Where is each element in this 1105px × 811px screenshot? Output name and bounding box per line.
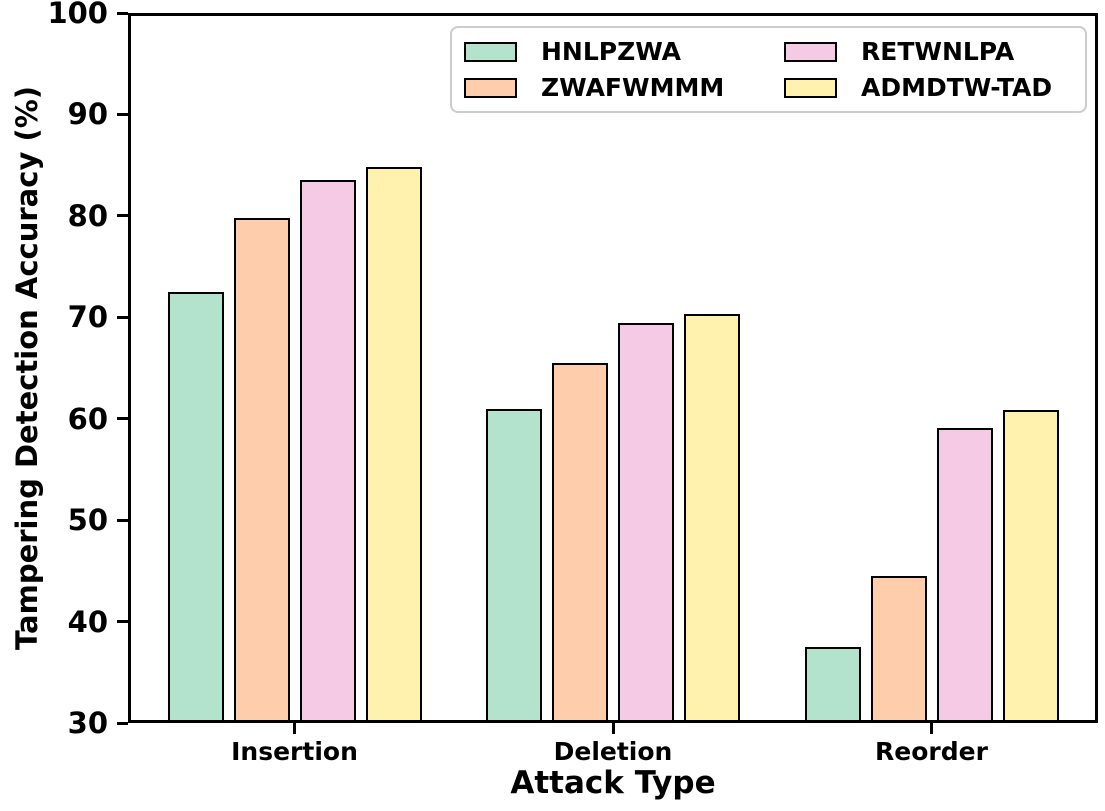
bar-retwnlpa-insertion <box>299 180 356 720</box>
y-tick-label-60: 60 <box>67 401 108 436</box>
legend-item-admdtw-tad: ADMDTW-TAD <box>784 73 1073 102</box>
legend-item-hnlpzwa: HNLPZWA <box>464 37 784 66</box>
legend-swatch-icon <box>784 41 837 62</box>
x-tick-label-deletion: Deletion <box>553 737 673 766</box>
bar-admdtw-tad-reorder <box>1002 410 1059 720</box>
bar-zwafwmmm-reorder <box>870 576 927 720</box>
y-tick-mark-80 <box>117 214 128 218</box>
y-tick-label-100: 100 <box>47 0 108 30</box>
bar-hnlpzwa-reorder <box>804 647 861 720</box>
x-tick-mark-reorder <box>930 723 933 734</box>
legend-item-zwafwmmm: ZWAFWMMM <box>464 73 784 102</box>
legend-item-retwnlpa: RETWNLPA <box>784 37 1073 66</box>
x-tick-mark-deletion <box>611 723 615 734</box>
legend-label: HNLPZWA <box>541 37 682 66</box>
x-tick-label-reorder: Reorder <box>875 737 988 766</box>
y-tick-label-90: 90 <box>67 97 108 132</box>
bar-admdtw-tad-deletion <box>684 314 740 720</box>
x-tick-mark-insertion <box>293 723 296 734</box>
y-tick-label-80: 80 <box>67 198 108 233</box>
y-axis-title: Tampering Detection Accuracy (%) <box>10 85 44 651</box>
legend-swatch-icon <box>464 77 517 98</box>
x-axis-title: Attack Type <box>510 765 716 801</box>
legend-label: ADMDTW-TAD <box>861 73 1053 102</box>
y-tick-mark-60 <box>117 417 128 421</box>
bar-zwafwmmm-insertion <box>233 218 290 720</box>
y-tick-mark-50 <box>117 518 128 522</box>
legend: HNLPZWA RETWNLPA ZWAFWMMM ADMDTW-TAD <box>450 26 1087 113</box>
bar-hnlpzwa-deletion <box>486 409 542 720</box>
legend-swatch-icon <box>784 77 837 98</box>
x-tick-label-insertion: Insertion <box>231 737 358 766</box>
y-tick-mark-70 <box>117 315 128 319</box>
bar-retwnlpa-reorder <box>936 428 993 720</box>
y-tick-label-70: 70 <box>67 300 108 335</box>
y-tick-label-30: 30 <box>67 706 108 740</box>
y-tick-label-50: 50 <box>67 503 108 538</box>
bar-retwnlpa-deletion <box>618 323 674 720</box>
legend-label: RETWNLPA <box>861 37 1015 66</box>
bar-hnlpzwa-insertion <box>167 292 224 720</box>
y-tick-mark-100 <box>117 11 128 15</box>
y-tick-label-40: 40 <box>67 604 108 639</box>
y-tick-mark-40 <box>117 620 128 624</box>
y-tick-mark-90 <box>117 112 128 116</box>
plot-area <box>128 13 1098 723</box>
legend-swatch-icon <box>464 41 517 62</box>
y-tick-mark-30 <box>117 721 128 725</box>
bar-admdtw-tad-insertion <box>365 167 422 720</box>
legend-label: ZWAFWMMM <box>541 73 725 102</box>
bar-zwafwmmm-deletion <box>552 363 608 720</box>
